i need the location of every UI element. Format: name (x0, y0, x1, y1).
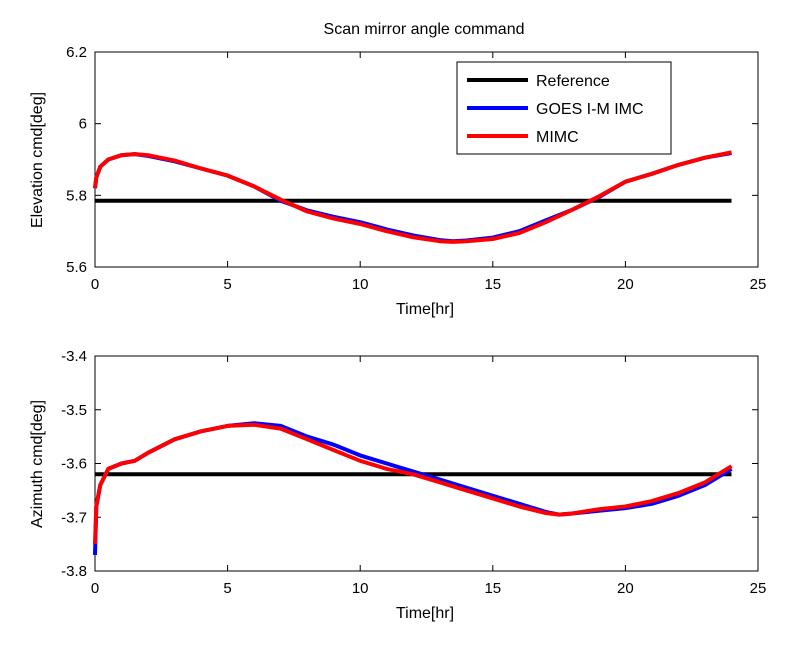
elevation-x-axis-title: Time[hr] (396, 301, 454, 318)
azimuth-x-tick-label: 5 (223, 580, 231, 597)
azimuth-x-axis-title: Time[hr] (396, 605, 454, 622)
azimuth-x-tick-label: 25 (750, 580, 767, 597)
elevation-series-group (93, 150, 732, 244)
legend-label-mimc: MIMC (536, 129, 579, 146)
azimuth-x-tick-label: 0 (91, 580, 99, 597)
azimuth-y-tick-label: -3.8 (61, 563, 87, 580)
elevation-x-tick-label: 25 (750, 276, 767, 293)
azimuth-ticks: 0 5 10 15 20 25 -3.8 -3.7 -3.6 -3.5 -3.4 (61, 348, 766, 597)
azimuth-series-mimc (93, 422, 733, 545)
azimuth-y-tick-label: -3.4 (61, 348, 87, 365)
azimuth-y-tick-label: -3.5 (61, 402, 87, 419)
elevation-y-axis-title: Elevation cmd[deg] (29, 92, 46, 228)
figure-title: Scan mirror angle command (324, 21, 525, 38)
elevation-ticks: 0 5 10 15 20 25 5.6 5.8 6 6.2 (66, 44, 766, 293)
legend-label-goes: GOES I-M IMC (536, 101, 644, 118)
azimuth-x-tick-label: 10 (352, 580, 369, 597)
legend: Reference GOES I-M IMC MIMC (456, 61, 672, 155)
elevation-y-tick-label: 6.2 (66, 44, 87, 61)
elevation-subplot: 0 5 10 15 20 25 5.6 5.8 6 6.2 Time[hr] Elevation … (29, 44, 766, 318)
azimuth-y-tick-label: -3.6 (61, 456, 87, 473)
elevation-series-mimc (93, 150, 732, 244)
azimuth-subplot: 0 5 10 15 20 25-3.8-3.7-3.6-3.5-3.4 Time[hr] … (29, 348, 766, 622)
azimuth-x-tick-label: 15 (484, 580, 501, 597)
azimuth-series-group (93, 421, 733, 555)
elevation-x-tick-label: 10 (352, 276, 369, 293)
azimuth-axes-box (94, 355, 759, 572)
elevation-x-tick-label: 0 (91, 276, 99, 293)
elevation-y-tick-label: 5.8 (66, 187, 87, 204)
elevation-y-tick-label: 5.6 (66, 259, 87, 276)
elevation-x-tick-label: 15 (484, 276, 501, 293)
legend-label-reference: Reference (536, 73, 610, 90)
azimuth-y-tick-label: -3.7 (61, 509, 87, 526)
elevation-x-tick-label: 5 (223, 276, 231, 293)
elevation-y-tick-label: 6 (79, 116, 87, 133)
azimuth-y-axis-title: Azimuth cmd[deg] (29, 400, 46, 528)
elevation-x-tick-label: 20 (617, 276, 634, 293)
azimuth-x-tick-label: 20 (617, 580, 634, 597)
